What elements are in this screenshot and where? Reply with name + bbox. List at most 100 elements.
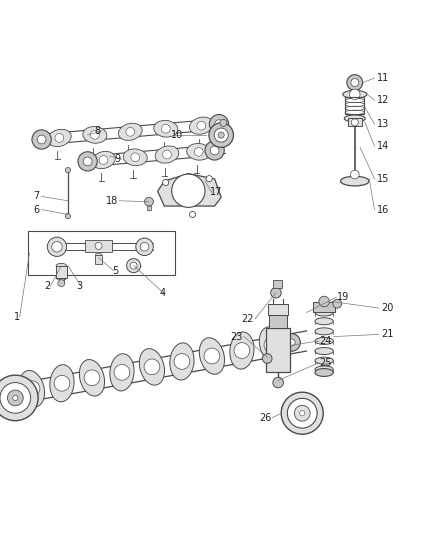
- Circle shape: [214, 128, 228, 142]
- Circle shape: [351, 119, 358, 126]
- Text: 9: 9: [114, 154, 120, 164]
- Circle shape: [350, 89, 360, 100]
- Ellipse shape: [315, 368, 333, 376]
- Ellipse shape: [315, 328, 333, 335]
- Text: 18: 18: [106, 196, 118, 206]
- Text: 12: 12: [377, 95, 389, 105]
- Circle shape: [99, 156, 108, 164]
- Ellipse shape: [154, 120, 178, 137]
- Circle shape: [333, 300, 342, 308]
- Circle shape: [37, 135, 46, 144]
- Circle shape: [204, 348, 220, 364]
- Text: 4: 4: [160, 288, 166, 298]
- Bar: [345, 98, 364, 114]
- Circle shape: [287, 398, 317, 428]
- Circle shape: [136, 238, 153, 255]
- Ellipse shape: [92, 151, 115, 168]
- Circle shape: [13, 395, 18, 400]
- Ellipse shape: [110, 354, 134, 391]
- Ellipse shape: [123, 149, 147, 166]
- Ellipse shape: [315, 348, 333, 354]
- Ellipse shape: [259, 327, 285, 364]
- Ellipse shape: [230, 332, 254, 369]
- Text: 6: 6: [33, 205, 39, 215]
- Bar: [348, 118, 362, 126]
- Circle shape: [130, 262, 137, 269]
- Ellipse shape: [118, 123, 142, 140]
- Ellipse shape: [19, 370, 45, 407]
- Ellipse shape: [187, 143, 211, 160]
- Ellipse shape: [170, 343, 194, 380]
- Circle shape: [47, 237, 67, 256]
- Bar: [273, 280, 282, 287]
- Circle shape: [300, 410, 305, 416]
- Bar: [268, 304, 288, 314]
- Bar: [266, 328, 290, 372]
- Text: 25: 25: [320, 358, 332, 368]
- Text: 15: 15: [377, 174, 389, 184]
- Text: 8: 8: [95, 126, 101, 136]
- Text: 1: 1: [14, 312, 20, 322]
- Text: 13: 13: [377, 119, 389, 129]
- Circle shape: [65, 167, 71, 173]
- Text: 3: 3: [77, 281, 83, 291]
- Ellipse shape: [139, 349, 165, 385]
- Circle shape: [52, 241, 62, 252]
- Text: 23: 23: [231, 332, 243, 342]
- Ellipse shape: [189, 117, 213, 134]
- Text: 20: 20: [381, 303, 393, 313]
- Circle shape: [127, 259, 141, 273]
- Circle shape: [206, 175, 212, 182]
- Text: 26: 26: [259, 413, 272, 423]
- Circle shape: [271, 287, 281, 298]
- Circle shape: [54, 375, 70, 391]
- Text: 17: 17: [210, 187, 223, 197]
- Circle shape: [264, 337, 280, 353]
- Circle shape: [205, 141, 224, 160]
- Circle shape: [220, 119, 227, 126]
- Circle shape: [218, 132, 224, 138]
- Text: 14: 14: [377, 141, 389, 151]
- Circle shape: [78, 152, 97, 171]
- Circle shape: [347, 75, 363, 91]
- Circle shape: [95, 243, 102, 249]
- Circle shape: [144, 359, 160, 375]
- Circle shape: [7, 390, 23, 406]
- Bar: [85, 240, 112, 253]
- Ellipse shape: [83, 126, 107, 143]
- Text: 16: 16: [377, 205, 389, 215]
- Ellipse shape: [315, 366, 333, 373]
- Ellipse shape: [155, 146, 179, 163]
- Ellipse shape: [315, 337, 333, 344]
- Circle shape: [65, 214, 71, 219]
- Circle shape: [174, 353, 190, 369]
- Circle shape: [84, 370, 100, 386]
- Circle shape: [281, 392, 323, 434]
- Text: 10: 10: [171, 130, 183, 140]
- Circle shape: [162, 150, 171, 159]
- Circle shape: [190, 212, 196, 217]
- Ellipse shape: [47, 130, 71, 147]
- Text: 22: 22: [241, 314, 254, 324]
- Circle shape: [55, 134, 64, 142]
- Ellipse shape: [315, 309, 333, 316]
- Ellipse shape: [344, 115, 365, 122]
- Text: 21: 21: [381, 329, 393, 340]
- Circle shape: [194, 148, 203, 156]
- Circle shape: [58, 280, 65, 287]
- Text: 5: 5: [112, 266, 118, 276]
- Text: 11: 11: [377, 73, 389, 83]
- Circle shape: [0, 375, 38, 421]
- Circle shape: [172, 174, 205, 207]
- Circle shape: [162, 180, 169, 185]
- Polygon shape: [28, 231, 175, 275]
- Circle shape: [273, 377, 283, 388]
- Ellipse shape: [199, 338, 225, 374]
- Circle shape: [83, 157, 92, 166]
- Circle shape: [24, 381, 40, 397]
- Bar: [147, 206, 151, 211]
- Circle shape: [283, 334, 300, 351]
- Bar: [56, 265, 67, 278]
- Circle shape: [262, 354, 272, 364]
- Ellipse shape: [315, 357, 333, 364]
